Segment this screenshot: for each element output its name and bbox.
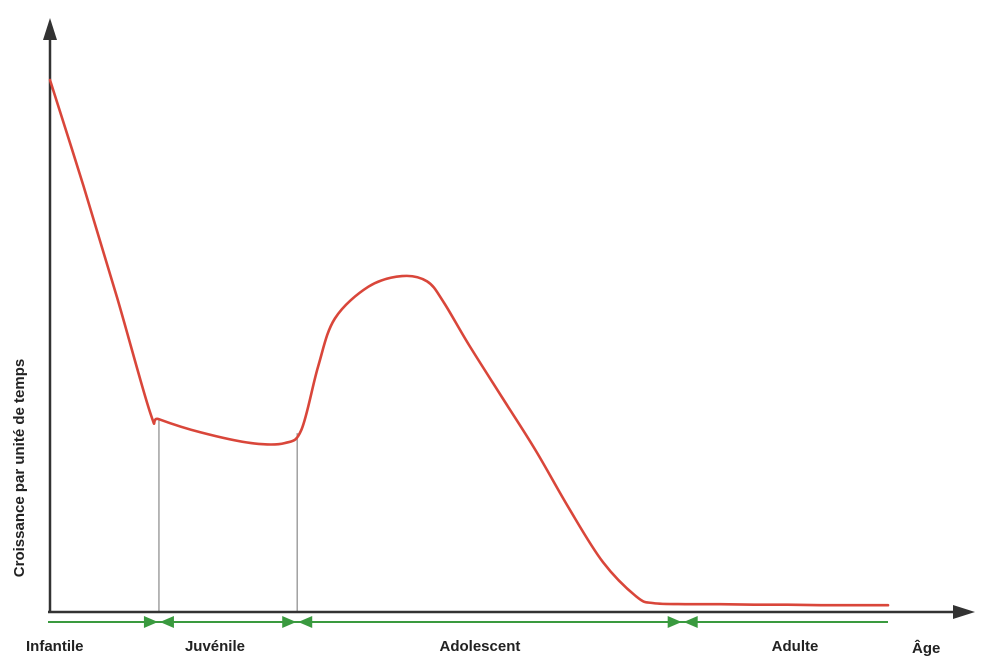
phase-labels: Infantile Juvénile Adolescent Adulte: [26, 638, 818, 655]
growth-curve: [48, 78, 890, 607]
phase-arrow-right-icon: [143, 616, 158, 628]
phase-arrow-left-icon: [683, 616, 698, 628]
y-axis-label: Croissance par unité de temps: [11, 359, 28, 577]
phase-arrow-left-icon: [298, 616, 313, 628]
phase-timeline: [48, 616, 888, 628]
x-axis-label: Âge: [912, 639, 940, 657]
phase-arrow-right-icon: [282, 616, 297, 628]
x-axis-arrow-icon: [953, 605, 975, 619]
phase-label-2: Adolescent: [440, 638, 521, 655]
phase-boundary-lines: [158, 419, 298, 612]
y-axis-arrow-icon: [43, 18, 57, 40]
phase-label-1: Juvénile: [185, 638, 245, 655]
phase-arrow-left-icon: [159, 616, 174, 628]
axes: [43, 18, 975, 619]
phase-label-3: Adulte: [772, 638, 819, 655]
phase-label-0: Infantile: [26, 638, 84, 655]
phase-arrow-right-icon: [667, 616, 682, 628]
